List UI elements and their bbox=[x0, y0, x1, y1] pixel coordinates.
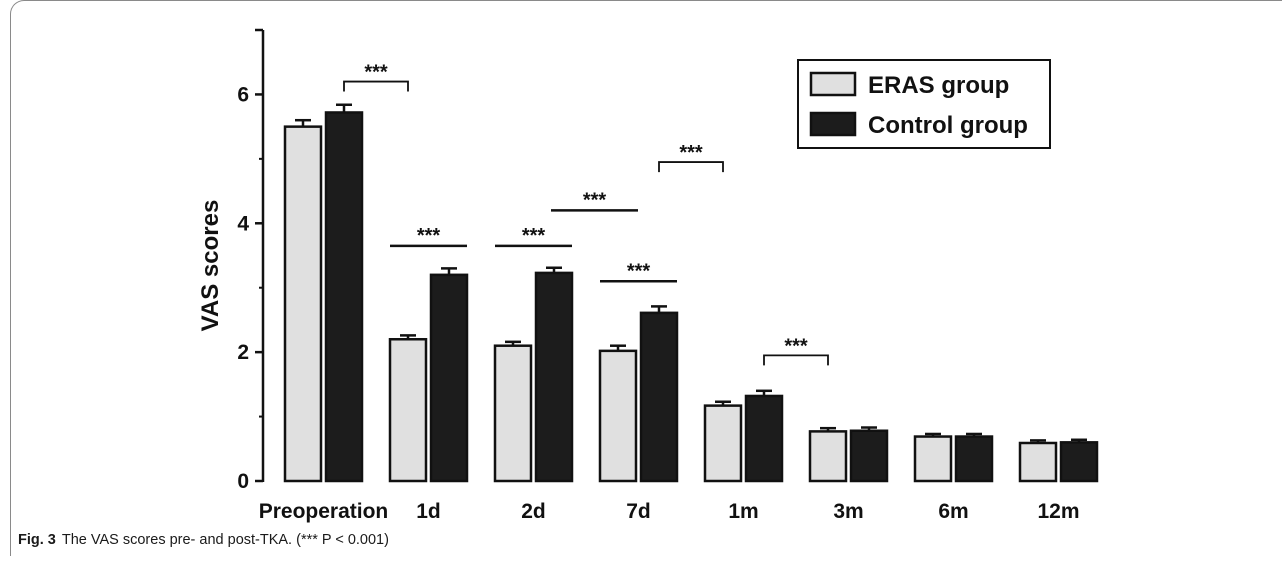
bar-control-group bbox=[641, 313, 677, 481]
x-tick-label: 1m bbox=[728, 500, 758, 523]
bar-control-group bbox=[851, 431, 887, 481]
caption-label: Fig. 3 bbox=[18, 532, 56, 548]
x-tick-label: 3m bbox=[833, 500, 863, 523]
caption-text: The VAS scores pre- and post-TKA. (*** P… bbox=[62, 532, 389, 548]
bar-eras-group bbox=[495, 346, 531, 481]
y-tick-label: 4 bbox=[237, 212, 249, 235]
y-tick-label: 2 bbox=[237, 341, 249, 364]
significance-label: *** bbox=[679, 142, 703, 164]
significance-label: *** bbox=[522, 225, 546, 247]
significance-label: *** bbox=[364, 62, 388, 84]
bar-eras-group bbox=[915, 437, 951, 481]
bar-eras-group bbox=[1020, 443, 1056, 481]
y-axis-label: VAS scores bbox=[197, 200, 224, 332]
bar-control-group bbox=[956, 437, 992, 481]
bar-eras-group bbox=[705, 406, 741, 481]
x-tick-label: 7d bbox=[626, 500, 651, 523]
legend-label: ERAS group bbox=[868, 72, 1009, 99]
bar-control-group bbox=[536, 273, 572, 481]
significance-layer: *** *** *** *** *** *** *** bbox=[344, 62, 828, 366]
significance-label: *** bbox=[417, 225, 441, 247]
bar-eras-group bbox=[285, 127, 321, 481]
legend-label: Control group bbox=[868, 112, 1028, 139]
x-tick-label: 2d bbox=[521, 500, 546, 523]
y-tick-label: 6 bbox=[237, 83, 249, 106]
bar-eras-group bbox=[390, 339, 426, 481]
y-tick-label: 0 bbox=[237, 470, 249, 493]
vas-bar-chart: 0 2 4 6 VAS scores Preoperation 1d 2d 7d 1m 3m 6m 12… bbox=[0, 0, 1287, 530]
legend-swatch bbox=[811, 113, 855, 135]
bar-control-group bbox=[1061, 442, 1097, 481]
significance-label: *** bbox=[583, 189, 607, 211]
bar-eras-group bbox=[810, 431, 846, 481]
significance-label: *** bbox=[627, 260, 651, 282]
legend-swatch bbox=[811, 73, 855, 95]
x-tick-label: 12m bbox=[1037, 500, 1079, 523]
significance-label: *** bbox=[784, 335, 808, 357]
x-tick-label: Preoperation bbox=[259, 500, 389, 523]
legend: ERAS group Control group bbox=[798, 60, 1050, 148]
x-tick-label: 6m bbox=[938, 500, 968, 523]
bar-eras-group bbox=[600, 351, 636, 481]
bar-control-group bbox=[431, 275, 467, 481]
bar-control-group bbox=[746, 396, 782, 481]
bar-control-group bbox=[326, 112, 362, 481]
figure-caption: Fig. 3 The VAS scores pre- and post-TKA. … bbox=[18, 532, 389, 548]
x-tick-label: 1d bbox=[416, 500, 441, 523]
